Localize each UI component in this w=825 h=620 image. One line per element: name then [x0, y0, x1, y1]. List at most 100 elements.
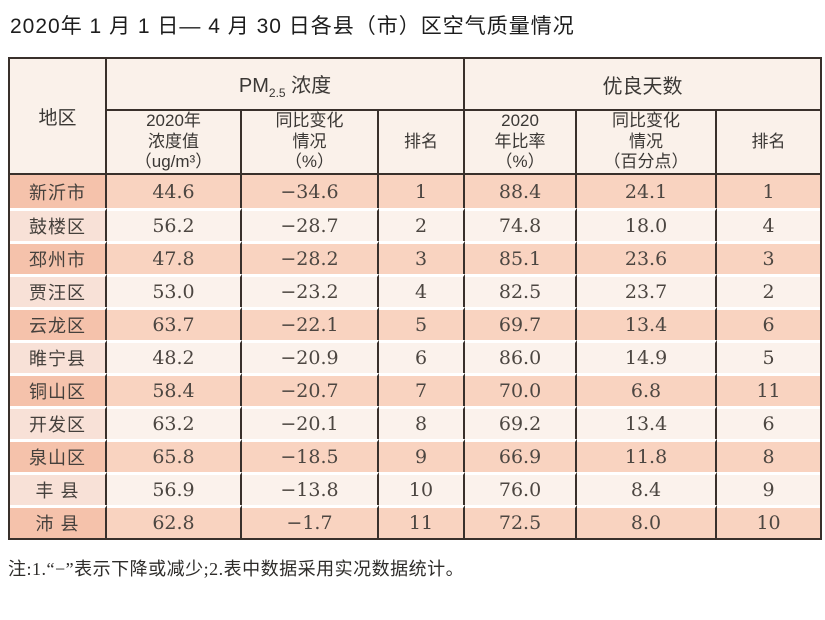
table-header: 地区 PM2.5 浓度 优良天数 2020年 浓度值 （ug/m³） 同比变化 … — [10, 59, 821, 176]
column-header-days-change: 同比变化 情况 （百分点） — [577, 111, 718, 176]
cell-pm-rank: 3 — [379, 241, 466, 275]
cell-days-change: 6.8 — [577, 373, 718, 407]
table-row: 睢宁县 48.2 −20.9 6 86.0 14.9 5 — [10, 340, 821, 374]
sub-header-row: 2020年 浓度值 （ug/m³） 同比变化 情况 （%） 排名 2020 年比… — [10, 111, 821, 176]
cell-days-change: 8.0 — [577, 505, 718, 539]
cell-pm-change: −28.2 — [242, 241, 379, 275]
cell-pm-value: 47.8 — [107, 241, 242, 275]
cell-days-rank: 3 — [717, 241, 821, 275]
cell-days-change: 11.8 — [577, 439, 718, 473]
cell-region: 贾汪区 — [10, 274, 107, 308]
cell-days-rate: 85.1 — [465, 241, 578, 275]
cell-pm-rank: 11 — [379, 505, 466, 539]
cell-pm-value: 48.2 — [107, 340, 242, 374]
cell-region: 新沂市 — [10, 175, 107, 209]
cell-days-rate: 69.2 — [465, 406, 578, 440]
cell-pm-value: 62.8 — [107, 505, 242, 539]
cell-pm-change: −22.1 — [242, 307, 379, 341]
cell-days-rank: 8 — [717, 439, 821, 473]
table-row: 新沂市 44.6 −34.6 1 88.4 24.1 1 — [10, 175, 821, 209]
cell-pm-change: −1.7 — [242, 505, 379, 539]
cell-days-rate: 66.9 — [465, 439, 578, 473]
cell-pm-value: 56.2 — [107, 208, 242, 242]
cell-days-change: 8.4 — [577, 472, 718, 506]
cell-pm-rank: 7 — [379, 373, 466, 407]
pm-label-suffix: 浓度 — [285, 74, 332, 97]
cell-pm-value: 63.7 — [107, 307, 242, 341]
cell-pm-change: −20.1 — [242, 406, 379, 440]
table-row: 贾汪区 53.0 −23.2 4 82.5 23.7 2 — [10, 274, 821, 308]
cell-pm-rank: 10 — [379, 472, 466, 506]
cell-pm-value: 56.9 — [107, 472, 242, 506]
cell-days-change: 23.6 — [577, 241, 718, 275]
cell-region: 铜山区 — [10, 373, 107, 407]
cell-days-rank: 1 — [717, 175, 821, 209]
cell-pm-rank: 2 — [379, 208, 466, 242]
table-row: 邳州市 47.8 −28.2 3 85.1 23.6 3 — [10, 241, 821, 275]
table-row: 鼓楼区 56.2 −28.7 2 74.8 18.0 4 — [10, 208, 821, 242]
cell-pm-change: −20.9 — [242, 340, 379, 374]
cell-days-rank: 2 — [717, 274, 821, 308]
cell-region: 泉山区 — [10, 439, 107, 473]
cell-pm-rank: 4 — [379, 274, 466, 308]
column-header-region: 地区 — [10, 59, 107, 176]
cell-region: 开发区 — [10, 406, 107, 440]
cell-days-rank: 6 — [717, 307, 821, 341]
cell-pm-change: −23.2 — [242, 274, 379, 308]
cell-pm-rank: 8 — [379, 406, 466, 440]
cell-pm-change: −18.5 — [242, 439, 379, 473]
footnote: 注:1.“−”表示下降或减少;2.表中数据采用实况数据统计。 — [8, 559, 465, 580]
table-row: 泉山区 65.8 −18.5 9 66.9 11.8 8 — [10, 439, 821, 473]
cell-days-rank: 4 — [717, 208, 821, 242]
cell-pm-change: −34.6 — [242, 175, 379, 209]
cell-pm-change: −20.7 — [242, 373, 379, 407]
cell-region: 睢宁县 — [10, 340, 107, 374]
cell-days-rank: 11 — [717, 373, 821, 407]
cell-days-rate: 72.5 — [465, 505, 578, 539]
cell-pm-value: 63.2 — [107, 406, 242, 440]
cell-days-rate: 76.0 — [465, 472, 578, 506]
cell-pm-rank: 9 — [379, 439, 466, 473]
table-row: 开发区 63.2 −20.1 8 69.2 13.4 6 — [10, 406, 821, 440]
cell-pm-value: 58.4 — [107, 373, 242, 407]
cell-days-rate: 82.5 — [465, 274, 578, 308]
table-body: 新沂市 44.6 −34.6 1 88.4 24.1 1 鼓楼区 56.2 −28.7 2 74.8 1… — [10, 175, 821, 539]
table-row: 丰 县 56.9 −13.8 10 76.0 8.4 9 — [10, 472, 821, 506]
cell-days-rate: 74.8 — [465, 208, 578, 242]
cell-days-rate: 86.0 — [465, 340, 578, 374]
table-row: 铜山区 58.4 −20.7 7 70.0 6.8 11 — [10, 373, 821, 407]
cell-region: 沛 县 — [10, 505, 107, 539]
table-row: 沛 县 62.8 −1.7 11 72.5 8.0 10 — [10, 505, 821, 539]
cell-region: 鼓楼区 — [10, 208, 107, 242]
group-header-row: 地区 PM2.5 浓度 优良天数 — [10, 59, 821, 176]
cell-days-rate: 70.0 — [465, 373, 578, 407]
column-header-days-rate: 2020 年比率 （%） — [465, 111, 578, 176]
cell-pm-rank: 6 — [379, 340, 466, 374]
cell-pm-value: 53.0 — [107, 274, 242, 308]
cell-days-rate: 88.4 — [465, 175, 578, 209]
cell-pm-change: −13.8 — [242, 472, 379, 506]
cell-region: 邳州市 — [10, 241, 107, 275]
cell-days-rank: 6 — [717, 406, 821, 440]
cell-pm-rank: 1 — [379, 175, 466, 209]
cell-days-rank: 10 — [717, 505, 821, 539]
air-quality-table: 地区 PM2.5 浓度 优良天数 2020年 浓度值 （ug/m³） 同比变化 … — [8, 57, 823, 541]
cell-days-change: 14.9 — [577, 340, 718, 374]
column-header-pm-change: 同比变化 情况 （%） — [242, 111, 379, 176]
page: 2020年 1 月 1 日— 4 月 30 日各县（市）区空气质量情况 地区 P… — [0, 10, 825, 620]
cell-region: 云龙区 — [10, 307, 107, 341]
column-header-pm-rank: 排名 — [379, 111, 466, 176]
cell-days-change: 13.4 — [577, 406, 718, 440]
cell-days-change: 13.4 — [577, 307, 718, 341]
cell-days-change: 18.0 — [577, 208, 718, 242]
table-row: 云龙区 63.7 −22.1 5 69.7 13.4 6 — [10, 307, 821, 341]
cell-pm-value: 65.8 — [107, 439, 242, 473]
cell-region: 丰 县 — [10, 472, 107, 506]
column-group-pm25: PM2.5 浓度 — [107, 59, 466, 111]
cell-days-rank: 5 — [717, 340, 821, 374]
cell-days-rank: 9 — [717, 472, 821, 506]
cell-days-change: 24.1 — [577, 175, 718, 209]
column-header-pm-value: 2020年 浓度值 （ug/m³） — [107, 111, 242, 176]
pm-label-subscript: 2.5 — [268, 85, 286, 100]
cell-days-change: 23.7 — [577, 274, 718, 308]
